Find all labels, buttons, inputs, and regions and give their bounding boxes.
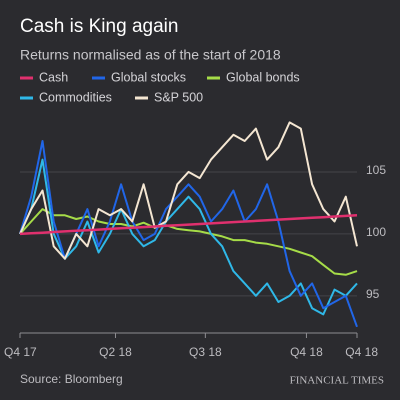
- publisher: FINANCIAL TIMES: [290, 375, 384, 387]
- x-tick-label: Q4 18: [290, 345, 323, 359]
- x-tick-label: Q4 18: [345, 345, 378, 359]
- chart-title: Cash is King again: [20, 16, 178, 37]
- legend-label: Cash: [39, 70, 68, 84]
- source: Source: Bloomberg: [20, 372, 123, 386]
- x-tick-label: Q2 18: [99, 345, 132, 359]
- legend-label: Global stocks: [111, 70, 186, 84]
- legend-label: S&P 500: [154, 90, 203, 104]
- y-tick-label: 95: [366, 287, 380, 301]
- legend-label: Global bonds: [226, 70, 300, 84]
- x-tick-label: Q3 18: [189, 345, 222, 359]
- y-tick-label: 105: [366, 163, 386, 177]
- series-line: [19, 214, 358, 236]
- series-line: [19, 208, 358, 276]
- legend-label: Commodities: [39, 90, 112, 104]
- series-line: [19, 158, 358, 316]
- x-tick-label: Q4 17: [4, 345, 37, 359]
- series-line: [19, 121, 358, 260]
- y-tick-label: 100: [366, 225, 386, 239]
- chart-subtitle: Returns normalised as of the start of 20…: [20, 47, 281, 63]
